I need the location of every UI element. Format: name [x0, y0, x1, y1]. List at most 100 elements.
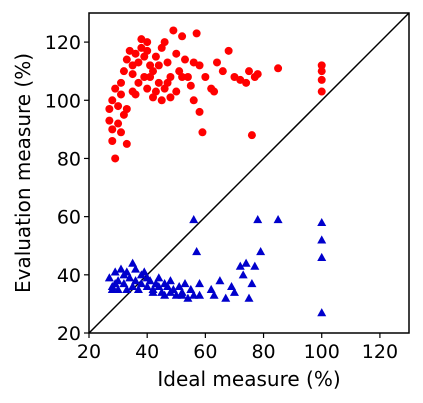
circle-data-point: [128, 87, 137, 96]
triangle-data-point: [221, 293, 231, 302]
triangle-data-point: [317, 235, 327, 244]
circle-data-point: [134, 78, 143, 87]
x-tick-label: 60: [193, 341, 217, 363]
circle-data-point: [111, 84, 120, 93]
circle-data-point: [134, 58, 143, 67]
circle-data-point: [128, 70, 137, 79]
circle-data-point: [108, 125, 117, 134]
circle-data-point: [122, 55, 131, 64]
circle-data-point: [154, 61, 163, 70]
circle-data-point: [166, 93, 175, 102]
circle-data-point: [117, 128, 125, 137]
circle-data-point: [108, 137, 117, 145]
triangle-data-point: [131, 276, 141, 285]
circle-data-point: [317, 87, 326, 96]
circle-data-point: [108, 96, 117, 105]
circle-data-point: [189, 96, 198, 105]
circle-data-point: [143, 46, 152, 55]
circle-data-point: [140, 73, 149, 81]
circle-data-point: [247, 131, 256, 140]
x-tick-label: 20: [77, 341, 101, 363]
triangle-data-point: [206, 284, 216, 293]
x-axis-ticks: 20 40 60 80 100 120: [77, 333, 398, 363]
triangle-data-point: [148, 287, 158, 296]
triangle-data-point: [180, 279, 190, 288]
diagonal-reference-line: [89, 13, 409, 333]
circle-data-point: [178, 32, 187, 41]
triangle-data-point: [317, 308, 327, 317]
circle-data-point: [154, 78, 163, 87]
triangle-data-point: [244, 293, 254, 302]
circle-data-point: [114, 102, 123, 111]
triangle-data-point: [253, 215, 263, 224]
triangle-data-point: [229, 287, 239, 296]
triangle-data-point: [133, 284, 143, 293]
circle-data-point: [119, 67, 128, 76]
circle-data-point: [160, 38, 169, 47]
x-tick-label: 80: [251, 341, 275, 363]
circle-data-point: [111, 154, 120, 163]
triangle-data-point: [163, 281, 173, 291]
triangle-data-point: [171, 290, 181, 299]
circle-data-point: [224, 46, 233, 55]
x-tick-label: 120: [362, 341, 398, 363]
triangle-data-point: [186, 284, 196, 293]
circle-data-point: [122, 105, 131, 113]
y-axis-label: Evaluation measure (%): [11, 53, 35, 293]
circle-data-point: [178, 73, 187, 81]
triangle-data-point: [215, 276, 225, 285]
triangle-data-point: [110, 267, 120, 276]
y-tick-label: 60: [57, 207, 81, 229]
x-tick-label: 100: [304, 341, 340, 363]
triangle-data-point: [256, 247, 266, 256]
triangle-data-point: [183, 293, 193, 302]
triangle-data-point: [113, 276, 123, 285]
triangle-data-point: [250, 261, 260, 270]
circle-data-point: [143, 38, 152, 47]
triangle-data-point: [128, 281, 138, 291]
y-tick-label: 120: [45, 32, 81, 54]
data-points: [104, 26, 327, 317]
circle-data-point: [131, 49, 140, 58]
triangle-data-point: [189, 215, 199, 224]
triangle-data-point: [139, 267, 149, 276]
circle-data-point: [195, 107, 204, 116]
triangle-data-point: [107, 284, 117, 293]
circle-data-point: [245, 67, 253, 76]
circle-data-point: [151, 52, 160, 61]
triangle-data-point: [238, 270, 248, 279]
triangle-data-point: [165, 276, 175, 285]
circle-data-point: [253, 70, 262, 79]
circle-data-point: [317, 75, 326, 84]
triangle-data-point: [174, 281, 184, 291]
circle-data-point: [105, 105, 114, 113]
triangle-data-point: [177, 290, 187, 299]
circle-data-point: [189, 58, 198, 67]
triangle-data-point: [142, 281, 152, 291]
circle-data-point: [163, 78, 172, 87]
circle-data-point: [146, 73, 155, 81]
plot-frame: [88, 12, 410, 334]
circle-data-point: [201, 73, 210, 81]
triangle-data-point: [160, 290, 170, 299]
triangle-data-point: [168, 284, 178, 293]
circle-data-point: [213, 58, 221, 67]
triangle-data-point: [195, 290, 205, 299]
circle-data-point: [151, 87, 160, 96]
triangle-data-point: [116, 264, 126, 273]
triangle-data-point: [128, 258, 138, 267]
triangle-data-point: [189, 290, 199, 299]
triangle-data-point: [192, 247, 202, 256]
circle-data-point: [198, 128, 207, 137]
triangle-data-point: [119, 279, 129, 288]
triangle-data-point: [136, 279, 146, 288]
y-tick-label: 40: [57, 265, 81, 287]
triangle-data-point: [131, 264, 141, 273]
triangle-data-point: [209, 290, 219, 299]
triangle-data-point: [247, 279, 257, 288]
circle-data-point: [192, 29, 201, 38]
triangle-data-point: [317, 217, 327, 227]
circle-data-point: [117, 78, 125, 87]
circle-data-point: [169, 26, 178, 35]
